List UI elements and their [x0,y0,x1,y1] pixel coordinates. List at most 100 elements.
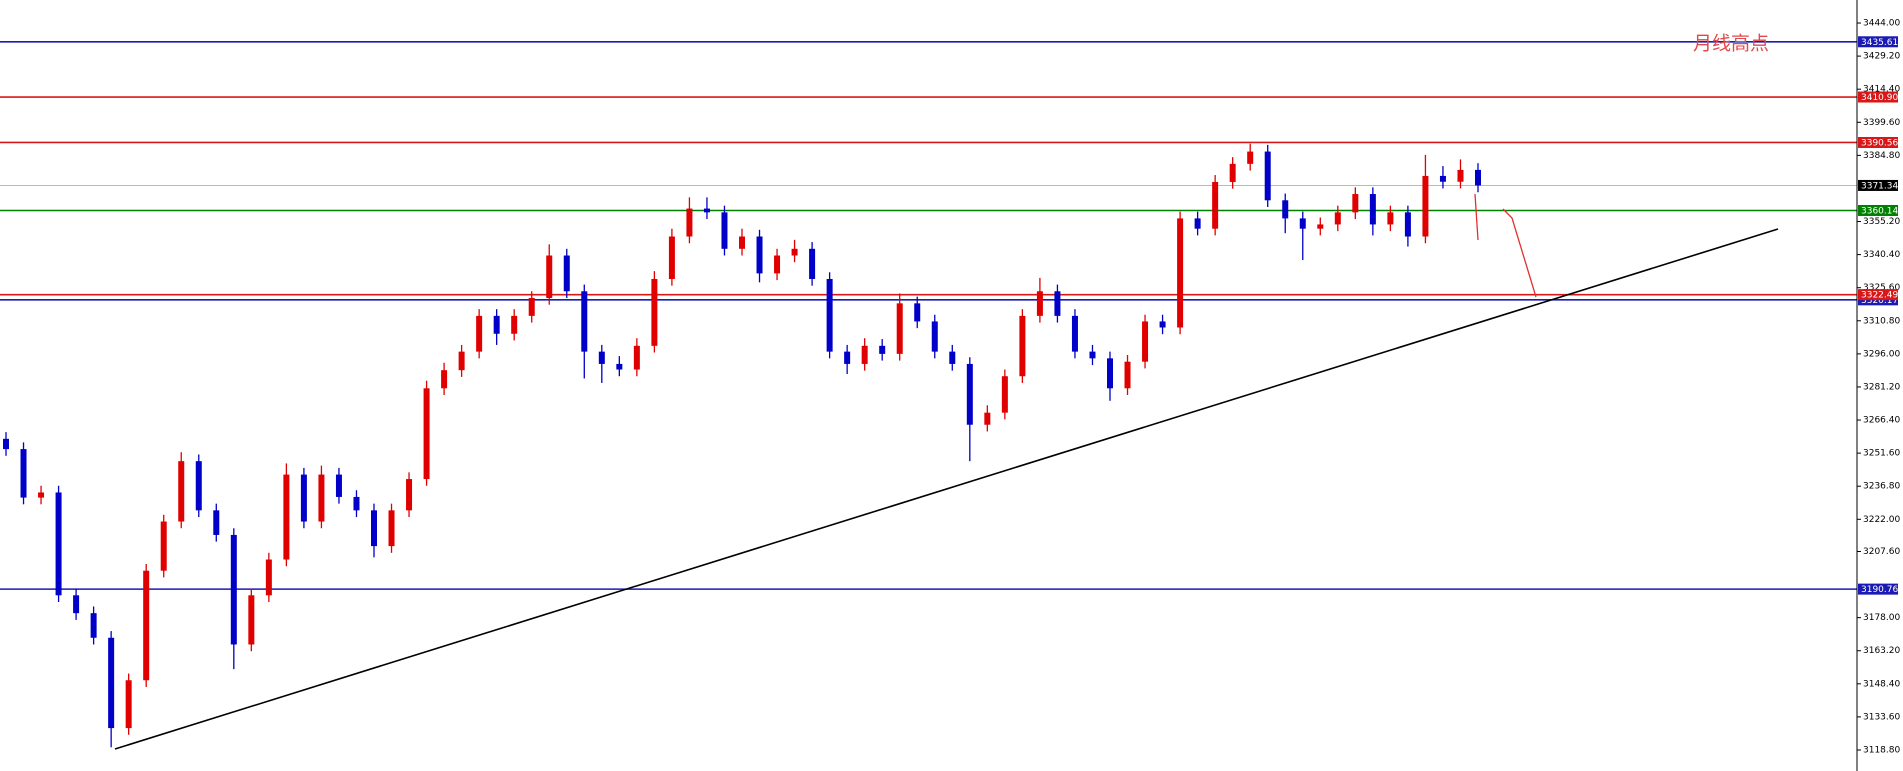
arrow-stroke [1474,193,1479,241]
candle-body [668,236,675,279]
candle-body [809,248,816,279]
candle-body [703,208,710,213]
candle-body [300,474,307,522]
candle-body [441,370,448,389]
annotation: 月线高点 [1693,33,1769,55]
candle-body [616,363,623,370]
candle-body [1404,212,1411,237]
candle-body [108,637,115,729]
candle-body [38,492,45,498]
level-tag [1858,136,1898,148]
candle-body [388,510,395,547]
candle-body [1475,169,1481,186]
y-tick-label: 3384.80 [1863,151,1900,161]
candle-body [195,461,202,511]
level-tag [1858,91,1898,103]
y-tick-label: 3340.40 [1863,250,1900,260]
candle-body [3,438,9,450]
candle-body [1036,291,1043,316]
candle-body [1142,321,1149,362]
y-tick-label: 3266.40 [1863,416,1900,426]
level-label: 3320.17 [1861,296,1898,306]
y-tick-label: 3281.20 [1863,382,1900,392]
candle-body [283,474,290,560]
candle-body [335,474,342,497]
candle-body [353,496,360,511]
y-tick-label: 3429.20 [1863,52,1900,62]
candle-body [1457,169,1464,182]
candle-body [265,559,272,596]
candle-body [1071,315,1078,352]
level-label: 3435.61 [1861,38,1898,48]
candle-body [546,255,553,298]
candle-body [844,351,851,364]
candle-body [581,291,588,352]
candle-body [563,255,570,292]
candle-body [1212,181,1219,229]
candle-body [1369,194,1376,225]
candle-body [826,278,833,352]
candle-body [511,315,518,334]
candle-body [1194,218,1201,229]
candle-body [1352,194,1359,213]
candle-body [896,303,903,354]
candle-body [598,351,605,364]
candle-body [1264,151,1271,201]
candle-body [90,613,97,638]
arrow-stroke [1502,208,1537,298]
trend-line [114,228,1779,750]
level-label: 3410.90 [1861,93,1898,103]
candle-body [318,474,325,522]
candle-body [1107,358,1113,389]
level-label: 3371.34 [1861,181,1898,191]
candle-body [143,570,150,681]
candle-body [1229,163,1236,182]
candle-body [160,521,167,571]
y-tick-label: 3222.00 [1863,515,1900,525]
candle-body [1089,351,1096,359]
candle-body [73,595,80,614]
y-tick-label: 3178.00 [1863,613,1900,623]
candle-body [493,315,500,334]
y-tick-label: 3207.60 [1863,547,1900,557]
candle-body [1054,291,1061,316]
candle-body [739,236,745,249]
candle-body [476,315,483,352]
level-label: 3390.56 [1861,138,1898,148]
y-tick-label: 3355.20 [1863,217,1900,227]
candle-body [1387,212,1394,225]
candle-body [791,248,798,256]
y-tick-label: 3310.80 [1863,316,1900,326]
candle-body [1439,175,1446,182]
candle-body [371,510,377,547]
candle-body [1317,224,1324,229]
candle-body [1247,151,1254,164]
candle-body [528,297,535,316]
candle-body [861,345,868,364]
y-tick-label: 3133.60 [1863,712,1900,722]
y-tick-label: 3251.60 [1863,449,1900,459]
candle-body [931,321,938,352]
axis-labels: 3444.00 3429.20 3414.40 3399.60 3384.80 3355.… [1857,19,1900,755]
candle-body [248,595,255,645]
y-tick-label: 3296.00 [1863,349,1900,359]
candle-body [230,534,237,645]
level-tag [1858,179,1898,191]
candle-body [213,510,220,535]
y-tick-label: 3163.20 [1863,646,1900,656]
candle-body [1282,200,1289,219]
level-label: 3190.76 [1861,585,1898,595]
level-label: 3360.14 [1861,206,1898,216]
candle-body [1019,315,1026,377]
candle-body [774,255,781,274]
level-label: 3322.49 [1861,291,1898,301]
candle-body [20,449,27,498]
candle-body [1159,321,1166,328]
candle-body [984,412,991,425]
candle-body [1124,361,1131,389]
level-tag [1858,583,1898,595]
candle-body [458,351,465,371]
candle-body [423,388,430,480]
